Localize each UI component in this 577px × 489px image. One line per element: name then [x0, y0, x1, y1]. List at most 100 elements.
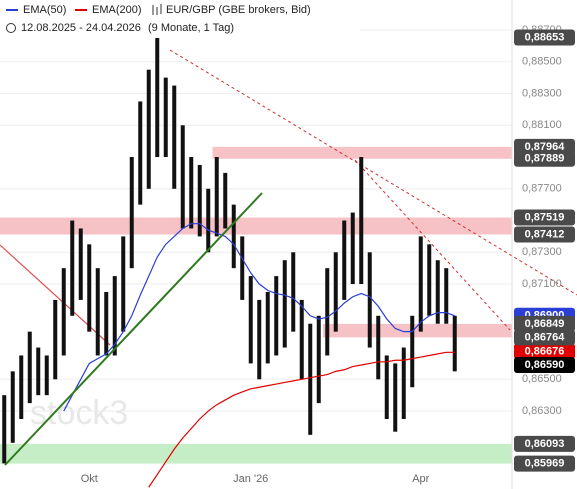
price-label: 0,87412	[525, 228, 565, 240]
plot-under	[0, 29, 512, 464]
price-bar	[70, 220, 75, 316]
price-label-box	[514, 343, 575, 360]
price-bar	[265, 291, 270, 364]
y-tick-label: 0,88100	[522, 119, 562, 131]
price-bar	[112, 276, 117, 356]
x-tick-label: Apr	[412, 473, 429, 485]
price-bar	[27, 331, 32, 404]
price-bar	[121, 236, 126, 332]
price-bars	[2, 37, 457, 488]
price-label-box	[514, 150, 575, 167]
price-bar	[214, 157, 219, 237]
date-range: 12.08.2025 - 24.04.2026	[21, 22, 141, 34]
price-bar	[163, 77, 168, 158]
price-bar	[333, 252, 338, 332]
legend-label: EMA(200)	[92, 4, 142, 16]
price-bar	[367, 252, 372, 348]
price-bar	[308, 323, 313, 435]
price-bar	[316, 315, 321, 404]
price-bar	[44, 355, 49, 396]
price-bar	[223, 172, 228, 229]
price-bar	[231, 204, 236, 269]
y-tick-label: 0,87100	[522, 278, 562, 290]
price-bar	[282, 260, 287, 348]
price-bar	[95, 268, 100, 356]
price-bar	[19, 355, 24, 419]
price-bar	[104, 291, 109, 356]
price-bar	[325, 268, 330, 356]
y-tick-label: 0,86300	[522, 405, 562, 417]
price-bar	[53, 299, 58, 380]
ema-line	[148, 351, 455, 488]
price-bar	[155, 37, 160, 158]
price-bar	[359, 157, 364, 285]
price-label-box	[514, 455, 575, 472]
y-tick-label: 0,86500	[522, 373, 562, 385]
ema-line	[63, 223, 455, 412]
price-label: 0,86093	[525, 438, 565, 450]
zone	[0, 443, 512, 464]
trend-line	[354, 159, 511, 331]
price-bar	[435, 260, 440, 324]
price-label: 0,87519	[525, 211, 565, 223]
price-bar	[87, 244, 92, 332]
price-bar	[146, 69, 151, 189]
price-bar	[384, 355, 389, 419]
price-bar	[2, 395, 7, 464]
price-label-box	[514, 435, 575, 452]
price-bar	[78, 228, 83, 300]
price-label-box	[514, 29, 575, 46]
header-bg	[0, 0, 360, 38]
price-labels: 0,887000,885000,883000,881000,877000,873…	[81, 24, 575, 485]
price-label-box	[514, 357, 575, 374]
price-bar	[274, 276, 279, 356]
price-bar	[418, 236, 423, 332]
y-tick-label: 0,88300	[522, 87, 562, 99]
price-label: 0,87889	[525, 153, 565, 165]
price-label: 0,86676	[525, 345, 565, 357]
price-bar	[36, 347, 41, 396]
price-bar	[248, 276, 253, 364]
price-bar	[376, 315, 381, 380]
legend-label: EMA(50)	[23, 4, 66, 16]
instrument: EUR/GBP (GBE brokers, Bid)	[166, 4, 311, 16]
zone	[212, 146, 512, 159]
price-bar	[61, 268, 66, 356]
trend-line	[169, 49, 577, 296]
price-bar	[138, 101, 143, 205]
period: (9 Monate, 1 Tag)	[148, 22, 234, 34]
trend-line	[0, 244, 111, 346]
price-label-box	[514, 209, 575, 226]
trend-line	[4, 192, 263, 466]
price-bar	[180, 125, 185, 229]
watermark: stock3	[30, 394, 128, 432]
price-bar	[299, 299, 304, 380]
y-tick-label: 0,87700	[522, 183, 562, 195]
price-bar	[393, 363, 398, 432]
price-bar	[342, 220, 347, 300]
price-bar	[10, 371, 15, 443]
price-bar	[206, 188, 211, 253]
price-bar	[410, 315, 415, 388]
bar-icon	[152, 4, 162, 15]
price-bar	[197, 164, 202, 237]
price-bar	[257, 299, 262, 380]
price-bar	[291, 252, 296, 332]
y-tick-label: 0,87300	[522, 246, 562, 258]
price-label: 0,88653	[525, 31, 565, 43]
price-label: 0,86590	[525, 359, 565, 371]
price-bar	[172, 85, 177, 189]
price-bar	[427, 244, 432, 316]
price-label: 0,87964	[525, 141, 566, 153]
price-bar	[452, 315, 457, 372]
price-bar	[350, 212, 355, 285]
price-label: 0,86849	[525, 318, 565, 330]
price-bar	[444, 268, 449, 324]
clock-icon	[6, 23, 16, 33]
zone	[0, 217, 512, 235]
price-label: 0,85969	[525, 458, 565, 470]
price-label-box	[514, 315, 575, 332]
